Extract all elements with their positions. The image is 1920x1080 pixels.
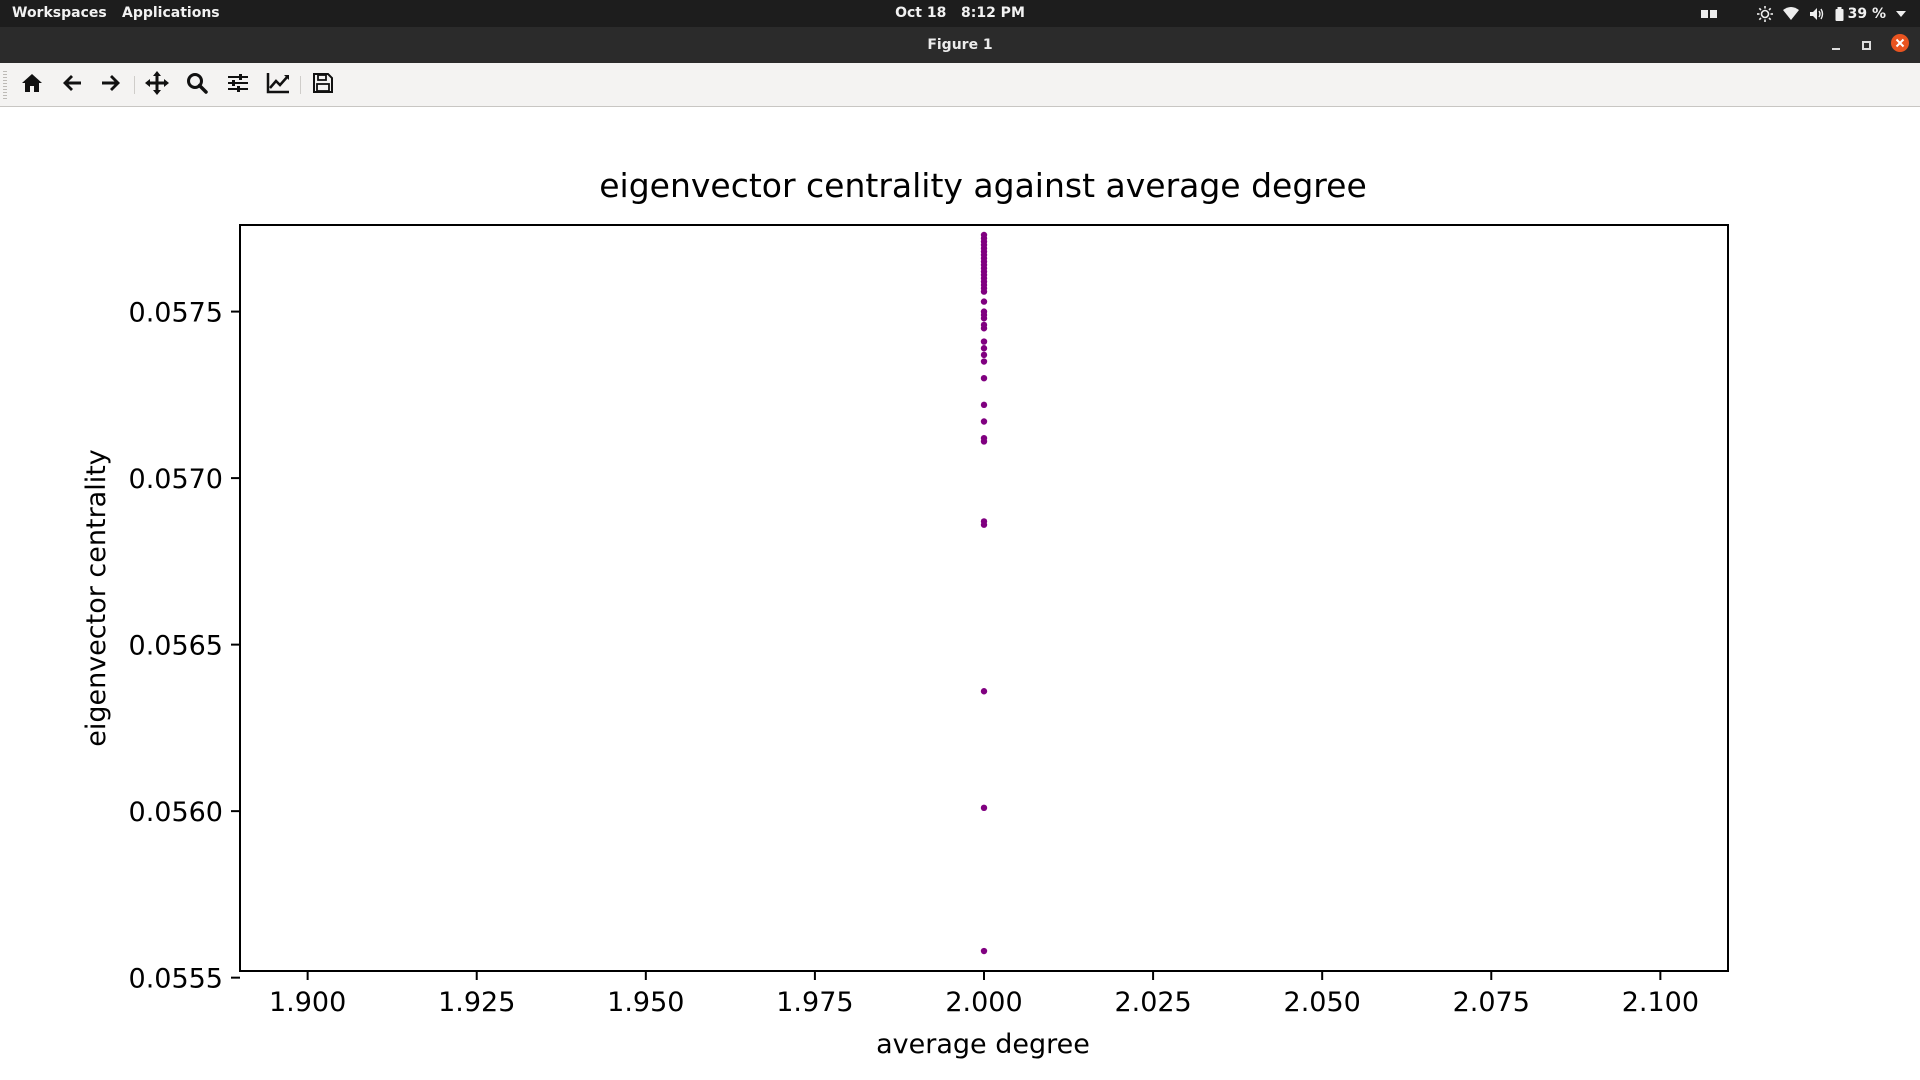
data-point (980, 401, 988, 409)
home-button[interactable] (19, 72, 45, 98)
data-point (980, 688, 988, 695)
x-tick-label: 1.975 (776, 987, 853, 1018)
x-tick-label: 2.000 (945, 987, 1022, 1018)
x-tick-label: 2.050 (1284, 987, 1361, 1018)
scatter-chart[interactable]: eigenvector centrality against average d… (0, 107, 1920, 1080)
forward-button[interactable] (98, 72, 124, 98)
data-point (980, 338, 988, 345)
y-tick-label: 0.0555 (129, 964, 223, 995)
edit-axis-button[interactable] (265, 72, 291, 98)
x-tick-label: 1.925 (438, 987, 515, 1018)
y-axis-label: eigenvector centrality (81, 449, 112, 747)
y-axis-ticks: 0.0555 0.0560 0.0565 0.0570 0.0575 (129, 298, 240, 995)
data-point (980, 298, 988, 305)
move-icon (145, 71, 169, 99)
y-tick-label: 0.0570 (129, 464, 223, 495)
toolbar-grip[interactable] (3, 71, 7, 99)
arrow-left-icon (62, 74, 82, 96)
data-point (980, 308, 988, 315)
data-point (980, 518, 988, 525)
sliders-icon (227, 73, 249, 97)
back-button[interactable] (59, 72, 85, 98)
line-chart-icon (266, 72, 290, 98)
battery-icon[interactable] (1835, 6, 1844, 21)
zoom-button[interactable] (184, 72, 210, 98)
magnifier-icon (186, 72, 208, 98)
data-point (980, 358, 988, 365)
x-tick-label: 1.900 (269, 987, 346, 1018)
data-point (980, 374, 988, 382)
clock[interactable]: Oct 18 8:12 PM (0, 0, 1920, 27)
wifi-icon[interactable] (1782, 6, 1799, 21)
data-point (980, 351, 988, 359)
data-point (980, 345, 988, 352)
clock-time: 8:12 PM (960, 5, 1025, 21)
applications-menu[interactable]: Applications (122, 5, 220, 21)
close-button[interactable] (1890, 33, 1910, 57)
data-point (980, 804, 988, 812)
workspaces-menu[interactable]: Workspaces (12, 5, 107, 21)
window-title-bar[interactable]: Figure 1 (0, 27, 1920, 63)
data-point (980, 231, 988, 239)
maximize-button[interactable] (1860, 36, 1872, 55)
home-icon (21, 73, 43, 97)
data-points (980, 231, 988, 955)
system-top-bar: Workspaces Applications Oct 18 8:12 PM 3… (0, 0, 1920, 27)
x-tick-label: 2.100 (1622, 987, 1699, 1018)
floppy-disk-icon (313, 73, 333, 97)
save-button[interactable] (310, 72, 336, 98)
data-point (980, 321, 988, 329)
volume-icon[interactable] (1809, 7, 1825, 21)
data-point (980, 947, 988, 955)
y-tick-label: 0.0575 (129, 298, 223, 329)
configure-subplots-button[interactable] (225, 72, 251, 98)
minimize-button[interactable] (1830, 36, 1842, 55)
plot-area-frame (239, 224, 1729, 972)
data-point (980, 434, 988, 442)
y-tick-label: 0.0565 (129, 631, 223, 662)
toolbar-separator (134, 76, 135, 94)
x-tick-label: 1.950 (607, 987, 684, 1018)
clock-date: Oct 18 (895, 5, 947, 21)
toolbar-separator (300, 76, 301, 94)
system-tray[interactable]: 39 % (1700, 0, 1906, 27)
arrow-right-icon (101, 74, 121, 96)
navigation-toolbar (0, 63, 1920, 107)
x-tick-label: 2.025 (1114, 987, 1191, 1018)
x-axis-ticks: 1.900 1.925 1.950 1.975 2.000 2.025 2.050 2.075… (269, 971, 1699, 1018)
chevron-down-icon[interactable] (1896, 10, 1906, 17)
window-controls (1830, 27, 1910, 63)
x-tick-label: 2.075 (1453, 987, 1530, 1018)
pan-button[interactable] (144, 71, 170, 99)
window-title: Figure 1 (927, 37, 993, 53)
y-tick-label: 0.0560 (129, 797, 223, 828)
battery-percent[interactable]: 39 % (1847, 5, 1886, 22)
x-axis-label: average degree (876, 1029, 1090, 1060)
brightness-icon[interactable] (1756, 5, 1773, 22)
data-point (980, 418, 988, 425)
window-switcher-icon[interactable] (1700, 9, 1717, 19)
chart-title: eigenvector centrality against average d… (599, 166, 1367, 205)
